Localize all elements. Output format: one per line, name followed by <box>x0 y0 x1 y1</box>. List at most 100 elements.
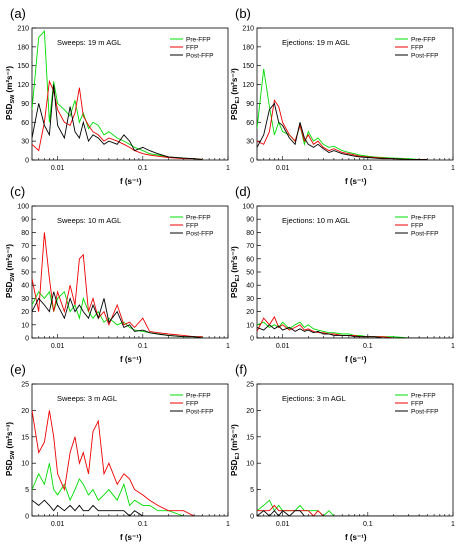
legend-label: FFP <box>411 401 423 408</box>
x-tick-label: 0.1 <box>138 343 148 350</box>
legend-label: FFP <box>186 401 198 408</box>
series-line-ffp <box>257 99 428 160</box>
x-axis-label: f (s⁻¹) <box>120 177 142 186</box>
y-tick-label: 5 <box>250 487 254 494</box>
plot-frame <box>31 383 229 517</box>
chart-panel-5: (e) 0 5 10 15 20 25 0.01 0.1 1 f (s⁻¹) PSDSW (m²s⁻³… <box>5 362 230 542</box>
panel-title: Ejections: 3 m AGL <box>282 394 346 403</box>
y-axis-label-main: PSD <box>230 281 239 298</box>
y-tick-label: 60 <box>21 256 29 263</box>
y-tick-label: 80 <box>21 230 29 237</box>
legend-label: Pre-FFP <box>186 215 211 222</box>
x-tick-label: 0.01 <box>51 165 65 172</box>
legend-label: Post-FFP <box>186 53 213 60</box>
legend-label: FFP <box>186 223 198 230</box>
x-axis-label: f (s⁻¹) <box>345 533 367 542</box>
chart-panel-6: (f) 0 5 10 15 20 25 0.01 0.1 1 f (s⁻¹) PSDEJ (m²s⁻³… <box>230 362 455 542</box>
y-tick-label: 120 <box>242 82 254 89</box>
y-axis-label-unit: (m²s⁻³) <box>230 246 239 275</box>
panel-title: Sweeps: 19 m AGL <box>57 38 121 47</box>
series-line-post-ffp <box>257 324 428 338</box>
plot-frame <box>256 383 454 517</box>
y-tick-label: 30 <box>21 139 29 146</box>
x-tick-label: 0.1 <box>363 521 373 528</box>
x-axis-label: f (s⁻¹) <box>120 355 142 364</box>
legend-label: Post-FFP <box>186 409 213 416</box>
legend-label: Pre-FFP <box>186 37 211 44</box>
plot-frame <box>31 205 229 339</box>
y-tick-label: 0 <box>25 336 29 343</box>
legend-label: FFP <box>411 45 423 52</box>
y-tick-label: 20 <box>246 408 254 415</box>
y-axis-label-unit: (m²s⁻³) <box>230 424 239 453</box>
y-axis-label-unit: (m²s⁻³) <box>5 244 14 273</box>
y-tick-label: 25 <box>21 382 29 389</box>
y-tick-label: 60 <box>246 120 254 127</box>
chart-panel-4: (d) 0 10 20 30 40 50 60 70 80 90 100 0.01 0.1 1 f (s⁻¹)… <box>230 184 455 364</box>
legend-label: Post-FFP <box>411 53 438 60</box>
x-tick-label: 1 <box>451 165 455 172</box>
y-tick-label: 150 <box>17 63 29 70</box>
panel-title: Ejections: 10 m AGL <box>282 216 350 225</box>
plot-frame <box>256 205 454 339</box>
y-tick-label: 210 <box>17 26 29 33</box>
series-line-post-ffp <box>257 102 428 160</box>
x-axis-label: f (s⁻¹) <box>120 533 142 542</box>
x-tick-label: 1 <box>226 165 230 172</box>
x-axis-label: f (s⁻¹) <box>345 177 367 186</box>
x-tick-label: 1 <box>226 521 230 528</box>
y-axis-label-unit: (m²s⁻³) <box>5 422 14 451</box>
x-tick-label: 0.1 <box>363 343 373 350</box>
legend-label: Post-FFP <box>411 231 438 238</box>
y-tick-label: 70 <box>21 243 29 250</box>
plot-frame <box>256 27 454 161</box>
y-tick-label: 30 <box>21 296 29 303</box>
series-line-post-ffp <box>32 499 203 516</box>
y-tick-label: 60 <box>21 120 29 127</box>
y-axis-label-sub: EJ <box>235 97 241 104</box>
y-tick-label: 150 <box>242 63 254 70</box>
panel-title: Ejections: 19 m AGL <box>282 38 350 47</box>
series-line-ffp <box>32 410 203 516</box>
chart-panel-3: (c) 0 10 20 30 40 50 60 70 80 90 100 0.01 0.1 1 f (s⁻¹)… <box>5 184 230 364</box>
legend-label: Pre-FFP <box>186 393 211 400</box>
y-tick-label: 10 <box>21 461 29 468</box>
y-tick-label: 40 <box>246 283 254 290</box>
y-tick-label: 20 <box>21 408 29 415</box>
y-tick-label: 120 <box>17 82 29 89</box>
y-tick-label: 50 <box>21 270 29 277</box>
series-line-post-ffp <box>257 510 428 516</box>
y-axis-label: PSDEJ (m²s⁻³) <box>230 68 241 120</box>
y-tick-label: 0 <box>250 158 254 165</box>
x-tick-label: 0.1 <box>138 521 148 528</box>
x-tick-label: 0.01 <box>276 165 290 172</box>
y-tick-label: 100 <box>17 204 29 211</box>
y-axis-label: PSDSW (m²s⁻³) <box>5 244 16 298</box>
y-tick-label: 0 <box>250 514 254 521</box>
panel-letter: (c) <box>10 184 25 199</box>
legend-label: Pre-FFP <box>411 37 436 44</box>
y-tick-label: 180 <box>242 44 254 51</box>
y-axis-label-unit: (m²s⁻³) <box>5 66 14 95</box>
y-tick-label: 50 <box>246 270 254 277</box>
series-line-ffp <box>257 315 428 338</box>
y-axis-label-main: PSD <box>230 103 239 120</box>
y-tick-label: 30 <box>246 296 254 303</box>
panel-letter: (b) <box>235 6 251 21</box>
series-line-pre-ffp <box>257 499 428 516</box>
y-tick-label: 20 <box>246 309 254 316</box>
y-tick-label: 60 <box>246 256 254 263</box>
y-tick-label: 210 <box>242 26 254 33</box>
chart-panel-1: (a) 0 30 60 90 120 150 180 210 0.01 0.1 1 f (s⁻¹) PSD… <box>5 6 230 186</box>
y-axis-label: PSDSW (m²s⁻³) <box>5 66 16 120</box>
x-tick-label: 0.1 <box>138 165 148 172</box>
y-tick-label: 30 <box>246 139 254 146</box>
y-axis-label-main: PSD <box>5 103 14 120</box>
y-tick-label: 90 <box>246 101 254 108</box>
y-tick-label: 90 <box>21 217 29 224</box>
legend-label: FFP <box>186 45 198 52</box>
y-axis-label-unit: (m²s⁻³) <box>230 68 239 97</box>
y-tick-label: 10 <box>246 461 254 468</box>
y-tick-label: 0 <box>250 336 254 343</box>
chart-panel-2: (b) 0 30 60 90 120 150 180 210 0.01 0.1 1 f (s⁻¹) PSD… <box>230 6 455 186</box>
